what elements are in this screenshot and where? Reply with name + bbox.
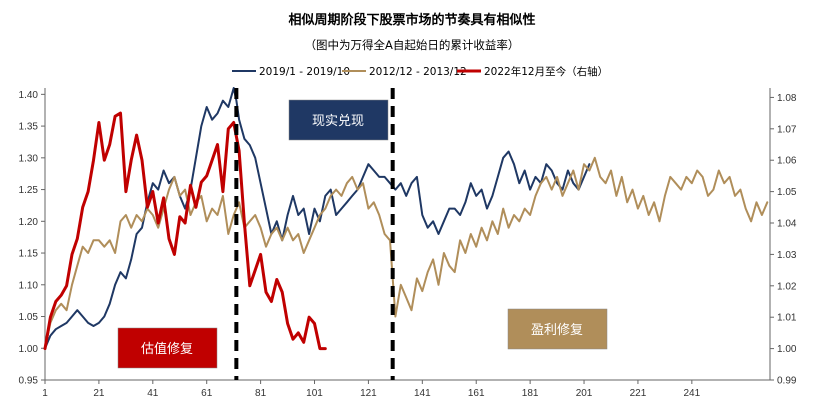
annotation-valuation-repair: 估值修复 xyxy=(117,327,218,369)
y-tick-label-left: 0.95 xyxy=(19,376,39,387)
series-line-2 xyxy=(44,156,769,350)
axes: 0.95 1.00 1.05 1.10 1.15 1.20 1.25 1.30 1.35 1.40… xyxy=(19,88,797,399)
legend-label-series-2: 2012/12 - 2013/12 xyxy=(369,66,467,78)
annotation-earnings-repair: 盈利修复 xyxy=(507,308,608,350)
series-line-1 xyxy=(44,87,591,350)
y-tick-label-left: 1.30 xyxy=(19,153,39,164)
legend-label-series-3: 2022年12月至今（右轴） xyxy=(484,65,608,78)
legend: 2019/1 - 2019/10 2012/12 - 2013/12 2022年… xyxy=(232,65,608,78)
separators xyxy=(234,88,395,380)
y-tick-label-right: 1.03 xyxy=(777,250,797,261)
y-tick-label-right: 1.00 xyxy=(777,344,797,355)
x-tick-label: 81 xyxy=(255,388,267,399)
y-tick-label-right: 1.07 xyxy=(777,124,797,135)
annotation-label: 估值修复 xyxy=(141,341,193,357)
series-line-3 xyxy=(43,111,327,351)
y-tick-label-right: 1.05 xyxy=(777,187,797,198)
annotation-label: 盈利修复 xyxy=(531,323,583,338)
annotation-box xyxy=(288,99,389,141)
legend-label-series-1: 2019/1 - 2019/10 xyxy=(259,66,350,78)
x-tick-label: 161 xyxy=(468,388,485,399)
y-tick-label-right: 1.04 xyxy=(777,219,797,230)
y-tick-label-right: 1.06 xyxy=(777,156,797,167)
x-tick-label: 101 xyxy=(306,388,323,399)
y-tick-label-left: 1.00 xyxy=(19,344,39,355)
x-tick-label: 1 xyxy=(42,388,48,399)
chart-subtitle: （图中为万得全A自起始日的累计收益率） xyxy=(305,38,520,52)
y-tick-label-left: 1.25 xyxy=(19,185,39,196)
x-tick-label: 121 xyxy=(360,388,377,399)
annotation-reality-fulfillment: 现实兑现 xyxy=(288,99,389,141)
x-tick-label: 221 xyxy=(630,388,647,399)
x-tick-label: 21 xyxy=(93,388,105,399)
y-tick-label-left: 1.10 xyxy=(19,280,39,291)
y-tick-label-right: 1.08 xyxy=(777,93,797,104)
annotation-box xyxy=(117,327,218,369)
y-tick-label-left: 1.05 xyxy=(19,312,39,323)
annotation-box xyxy=(507,308,608,350)
y-tick-label-left: 1.35 xyxy=(19,122,39,133)
x-tick-label: 41 xyxy=(147,388,159,399)
x-tick-label: 201 xyxy=(576,388,593,399)
y-tick-label-left: 1.15 xyxy=(19,249,39,260)
chart-title: 相似周期阶段下股票市场的节奏具有相似性 xyxy=(288,12,535,28)
y-tick-label-right: 0.99 xyxy=(777,376,797,387)
x-tick-label: 181 xyxy=(522,388,539,399)
y-tick-label-left: 1.20 xyxy=(19,217,39,228)
series-layer xyxy=(43,87,769,351)
annotation-label: 现实兑现 xyxy=(312,114,364,129)
y-tick-label-right: 1.02 xyxy=(777,281,797,292)
y-tick-label-left: 1.40 xyxy=(19,90,39,101)
x-tick-label: 141 xyxy=(414,388,431,399)
x-tick-label: 241 xyxy=(683,388,700,399)
x-tick-label: 61 xyxy=(201,388,213,399)
y-tick-label-right: 1.01 xyxy=(777,313,797,324)
